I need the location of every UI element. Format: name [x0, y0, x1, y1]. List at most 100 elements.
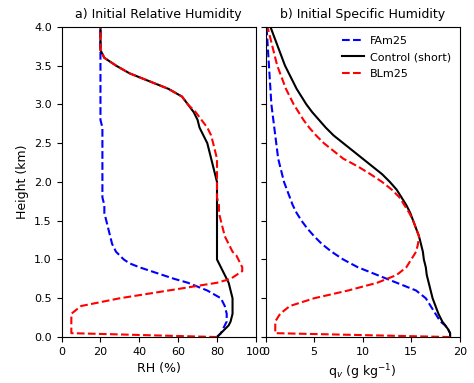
- X-axis label: q$_v$ (g kg$^{-1}$): q$_v$ (g kg$^{-1}$): [328, 362, 397, 382]
- BLm25: [274, 63, 280, 68]
- Control (short): [433, 304, 438, 308]
- BLm25: [321, 141, 327, 146]
- FAm25: [281, 180, 287, 184]
- BLm25: [291, 102, 297, 106]
- FAm25: [273, 141, 279, 146]
- BLm25: [413, 249, 419, 254]
- Control (short): [426, 280, 431, 285]
- Control (short): [271, 32, 276, 37]
- FAm25: [340, 257, 346, 262]
- Control (short): [323, 125, 328, 130]
- BLm25: [379, 180, 385, 184]
- Control (short): [445, 327, 451, 332]
- Control (short): [370, 164, 375, 169]
- Control (short): [420, 249, 426, 254]
- FAm25: [287, 195, 292, 200]
- BLm25: [273, 323, 278, 328]
- FAm25: [329, 249, 335, 254]
- Control (short): [379, 172, 385, 177]
- FAm25: [355, 265, 361, 270]
- Line: FAm25: FAm25: [266, 27, 450, 337]
- FAm25: [413, 288, 419, 293]
- Control (short): [436, 311, 441, 316]
- FAm25: [267, 87, 273, 91]
- FAm25: [267, 79, 273, 83]
- Title: a) Initial Relative Humidity: a) Initial Relative Humidity: [75, 8, 242, 21]
- Title: b) Initial Specific Humidity: b) Initial Specific Humidity: [280, 8, 445, 21]
- Control (short): [439, 319, 445, 324]
- FAm25: [319, 242, 325, 246]
- Line: BLm25: BLm25: [267, 27, 450, 337]
- FAm25: [271, 118, 276, 122]
- BLm25: [313, 133, 319, 137]
- Control (short): [394, 187, 400, 192]
- FAm25: [445, 327, 451, 332]
- BLm25: [401, 203, 407, 208]
- Control (short): [399, 195, 404, 200]
- FAm25: [311, 234, 317, 239]
- BLm25: [413, 226, 419, 231]
- BLm25: [374, 280, 380, 285]
- FAm25: [268, 94, 274, 99]
- FAm25: [270, 110, 275, 115]
- Control (short): [267, 25, 273, 29]
- BLm25: [273, 56, 278, 60]
- FAm25: [290, 203, 296, 208]
- Control (short): [331, 133, 337, 137]
- Control (short): [340, 141, 346, 146]
- FAm25: [273, 133, 278, 137]
- BLm25: [415, 242, 421, 246]
- FAm25: [266, 63, 272, 68]
- FAm25: [438, 319, 443, 324]
- Control (short): [279, 56, 285, 60]
- BLm25: [273, 319, 278, 324]
- FAm25: [279, 172, 285, 177]
- BLm25: [287, 304, 292, 308]
- Control (short): [421, 257, 427, 262]
- BLm25: [273, 327, 278, 332]
- BLm25: [287, 94, 292, 99]
- BLm25: [355, 164, 361, 169]
- FAm25: [269, 102, 274, 106]
- Control (short): [430, 296, 436, 301]
- Control (short): [403, 203, 409, 208]
- Control (short): [276, 48, 282, 52]
- FAm25: [264, 40, 270, 45]
- Control (short): [282, 63, 288, 68]
- Control (short): [447, 335, 453, 339]
- BLm25: [277, 311, 283, 316]
- Control (short): [310, 110, 315, 115]
- Control (short): [303, 102, 309, 106]
- FAm25: [374, 273, 380, 277]
- FAm25: [284, 187, 290, 192]
- BLm25: [416, 234, 422, 239]
- FAm25: [277, 164, 283, 169]
- BLm25: [403, 265, 409, 270]
- BLm25: [389, 187, 395, 192]
- FAm25: [265, 48, 271, 52]
- Control (short): [350, 149, 356, 153]
- BLm25: [280, 79, 286, 83]
- Legend: FAm25, Control (short), BLm25: FAm25, Control (short), BLm25: [338, 33, 454, 82]
- Control (short): [416, 234, 422, 239]
- Control (short): [410, 218, 416, 223]
- X-axis label: RH (%): RH (%): [137, 362, 181, 375]
- BLm25: [331, 149, 337, 153]
- FAm25: [447, 335, 453, 339]
- Control (short): [299, 94, 304, 99]
- BLm25: [394, 273, 400, 277]
- Line: Control (short): Control (short): [270, 27, 450, 337]
- Control (short): [316, 118, 322, 122]
- BLm25: [264, 25, 270, 29]
- BLm25: [271, 48, 276, 52]
- Control (short): [423, 265, 428, 270]
- BLm25: [296, 110, 301, 115]
- FAm25: [447, 331, 453, 336]
- Control (short): [424, 273, 429, 277]
- Control (short): [413, 226, 419, 231]
- Control (short): [294, 87, 300, 91]
- Control (short): [360, 156, 365, 161]
- FAm25: [299, 218, 304, 223]
- FAm25: [442, 323, 448, 328]
- BLm25: [306, 125, 312, 130]
